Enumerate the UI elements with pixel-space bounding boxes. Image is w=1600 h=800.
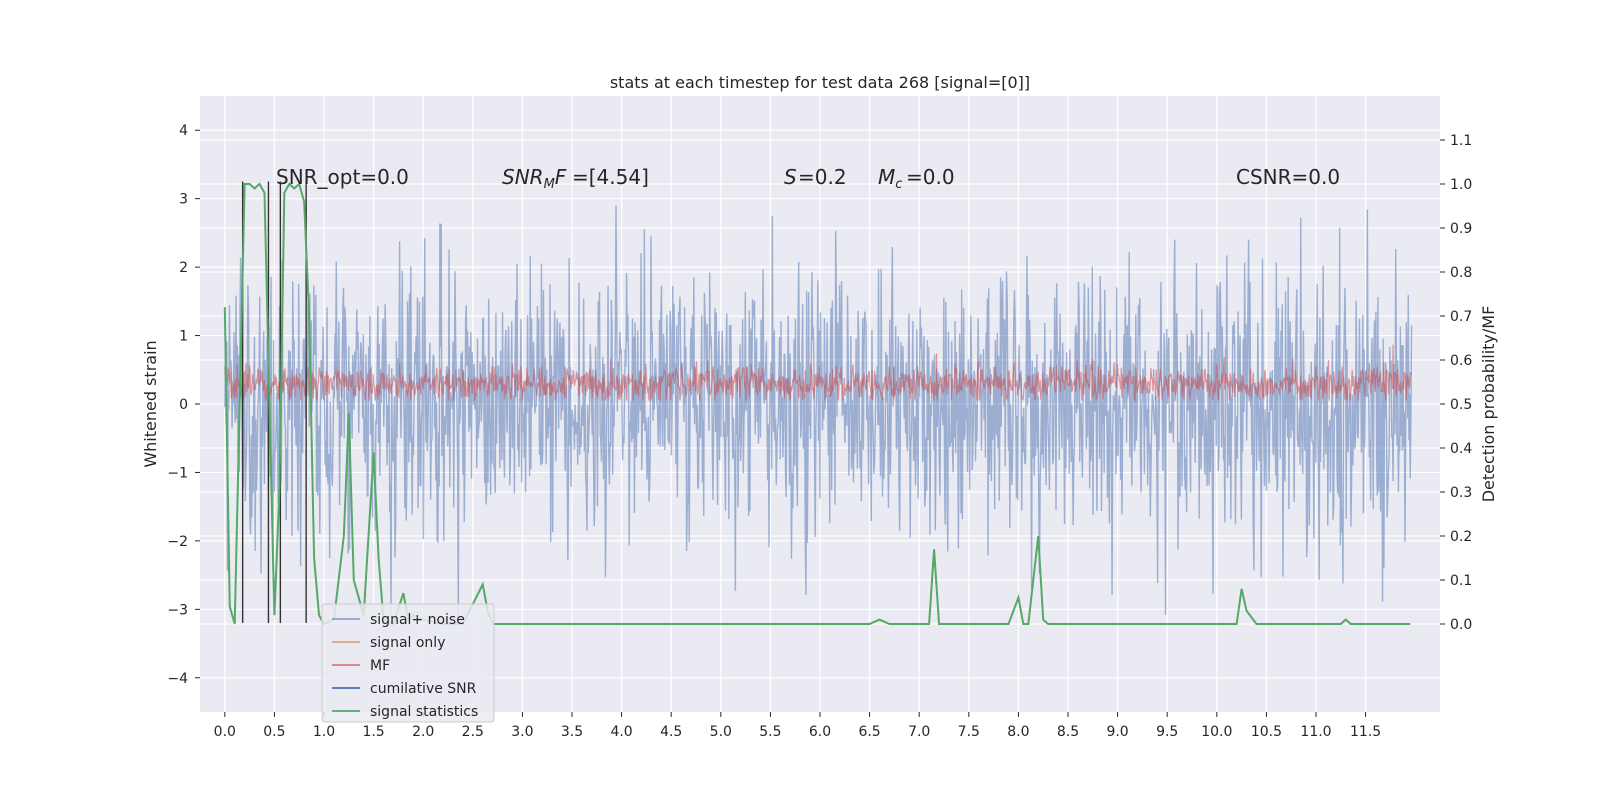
x-tick-label: 9.0 xyxy=(1106,724,1128,740)
chart-title: stats at each timestep for test data 268… xyxy=(610,73,1030,92)
y-tick-label: 4 xyxy=(179,123,188,139)
signal-noise-line xyxy=(224,205,1413,624)
y2-tick-label: 0.6 xyxy=(1450,353,1472,369)
annotation-s: S =0.2 xyxy=(784,165,847,189)
y2-tick-label: 0.5 xyxy=(1450,397,1472,413)
legend-label: signal statistics xyxy=(370,704,478,720)
x-tick-label: 3.0 xyxy=(511,724,533,740)
y-tick-label: 1 xyxy=(179,329,188,345)
y-tick-label: 0 xyxy=(179,397,188,413)
x-tick-label: 9.5 xyxy=(1156,724,1178,740)
y-tick-label: −4 xyxy=(167,671,188,687)
y2-tick-label: 0.1 xyxy=(1450,573,1472,589)
y2-tick-label: 0.9 xyxy=(1450,221,1472,237)
annotation-snr-opt: SNR_opt=0.0 xyxy=(276,165,409,189)
annotation-s-value: =0.2 xyxy=(798,165,847,189)
y2-tick-label: 0.4 xyxy=(1450,441,1472,457)
annotation-csnr: CSNR=0.0 xyxy=(1236,165,1340,189)
x-tick-label: 2.5 xyxy=(462,724,484,740)
x-tick-label: 8.0 xyxy=(1007,724,1029,740)
legend-box xyxy=(321,603,495,723)
y-tick-label: −1 xyxy=(167,465,188,481)
x-axis-ticks: 0.0 0.5 1.0 1.5 2.0 2.5 3.0 3.5 4.0 4.5 5.0 5.5 6.0 6… xyxy=(214,712,1381,740)
legend-label: MF xyxy=(370,658,390,674)
legend-label: signal only xyxy=(370,635,445,651)
y2-axis-label: Detection probability/MF xyxy=(1479,306,1498,503)
x-tick-label: 4.5 xyxy=(660,724,682,740)
y2-tick-label: 1.1 xyxy=(1450,133,1472,149)
x-tick-label: 8.5 xyxy=(1057,724,1079,740)
legend: signal+ noise signal only MF cumilative SNR… xyxy=(321,603,495,723)
x-tick-label: 7.0 xyxy=(908,724,930,740)
y2-tick-label: 0.3 xyxy=(1450,485,1472,501)
x-tick-label: 4.0 xyxy=(610,724,632,740)
x-tick-label: 10.5 xyxy=(1251,724,1282,740)
annotation-mc: Mc =0.0 xyxy=(878,165,955,192)
mf-series xyxy=(224,344,1413,402)
x-tick-label: 10.0 xyxy=(1201,724,1232,740)
signal-noise-series xyxy=(224,205,1413,624)
x-tick-label: 11.5 xyxy=(1350,724,1381,740)
annotation-s-symbol: S xyxy=(784,165,797,189)
annotation-snr-mf-symbol: SNRMF xyxy=(502,165,567,192)
x-tick-label: 2.0 xyxy=(412,724,434,740)
x-tick-label: 5.5 xyxy=(759,724,781,740)
x-tick-label: 1.0 xyxy=(313,724,335,740)
y2-tick-label: 1.0 xyxy=(1450,177,1472,193)
y-axis-label: Whitened strain xyxy=(141,340,160,467)
x-tick-label: 6.0 xyxy=(809,724,831,740)
legend-label: signal+ noise xyxy=(370,612,465,628)
y2-tick-label: 0.2 xyxy=(1450,529,1472,545)
y2-tick-label: 0.0 xyxy=(1450,617,1472,633)
y2-axis-ticks: 0.0 0.1 0.2 0.3 0.4 0.5 0.6 0.7 0.8 0.9 1.0 1.1 xyxy=(1440,133,1472,633)
x-tick-label: 0.0 xyxy=(214,724,236,740)
x-tick-label: 5.0 xyxy=(710,724,732,740)
x-tick-label: 7.5 xyxy=(958,724,980,740)
y2-tick-label: 0.7 xyxy=(1450,309,1472,325)
y-axis-ticks: −4 −3 −2 −1 0 1 2 3 4 xyxy=(167,123,200,687)
x-tick-label: 6.5 xyxy=(858,724,880,740)
x-tick-label: 3.5 xyxy=(561,724,583,740)
y-tick-label: 3 xyxy=(179,192,188,208)
legend-label: cumilative SNR xyxy=(370,681,477,697)
mf-line xyxy=(224,344,1413,402)
y2-tick-label: 0.8 xyxy=(1450,265,1472,281)
annotation-mc-value: =0.0 xyxy=(906,165,955,189)
x-tick-label: 0.5 xyxy=(263,724,285,740)
x-tick-label: 11.0 xyxy=(1300,724,1331,740)
annotation-snr-mf-value: =[4.54] xyxy=(572,165,649,189)
y-tick-label: −3 xyxy=(167,602,188,618)
x-tick-label: 1.5 xyxy=(362,724,384,740)
y-tick-label: −2 xyxy=(167,534,188,550)
annotation-snr-mf: SNRMF =[4.54] xyxy=(502,165,649,192)
y-tick-label: 2 xyxy=(179,260,188,276)
